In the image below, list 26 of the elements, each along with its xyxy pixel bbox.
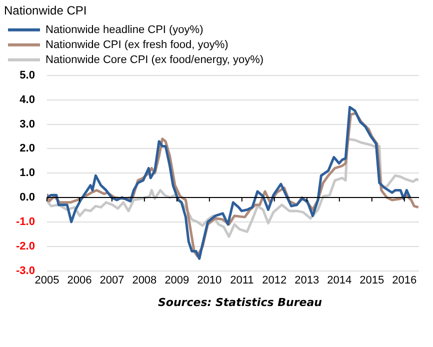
y-tick-label: 1.0 — [20, 167, 35, 180]
legend-label: Nationwide CPI (ex fresh food, yoy%) — [46, 38, 228, 51]
x-tick-label: 2006 — [67, 274, 92, 286]
y-tick-label: 0.0 — [20, 192, 35, 204]
x-tick-label: 2008 — [132, 274, 157, 286]
x-tick-label: 2014 — [327, 274, 352, 286]
y-tick-label: 3.0 — [20, 118, 35, 130]
legend-label: Nationwide headline CPI (yoy%) — [46, 24, 204, 36]
x-tick-label: 2007 — [100, 274, 124, 286]
y-tick-label: 4.0 — [20, 94, 35, 106]
x-tick-label: 2005 — [34, 274, 60, 286]
y-tick-label: -1.0 — [16, 216, 35, 228]
x-tick-label: 2010 — [197, 274, 222, 286]
chart-title: Nationwide CPI — [4, 4, 87, 18]
source-note: Sources: Statistics Bureau — [158, 296, 322, 309]
x-tick-label: 2009 — [164, 274, 190, 286]
legend-label: Nationwide Core CPI (ex food/energy, yoy%) — [46, 54, 264, 66]
y-tick-label: -2.0 — [16, 240, 35, 252]
y-tick-label: 2.0 — [20, 142, 35, 155]
x-tick-label: 2016 — [392, 274, 417, 286]
x-tick-label: 2015 — [360, 274, 384, 286]
x-tick-label: 2011 — [230, 274, 254, 286]
x-tick-label: 2013 — [294, 274, 320, 286]
x-tick-label: 2012 — [262, 274, 287, 286]
y-tick-label: -3.0 — [16, 264, 35, 277]
y-tick-label: 5.0 — [20, 69, 35, 82]
